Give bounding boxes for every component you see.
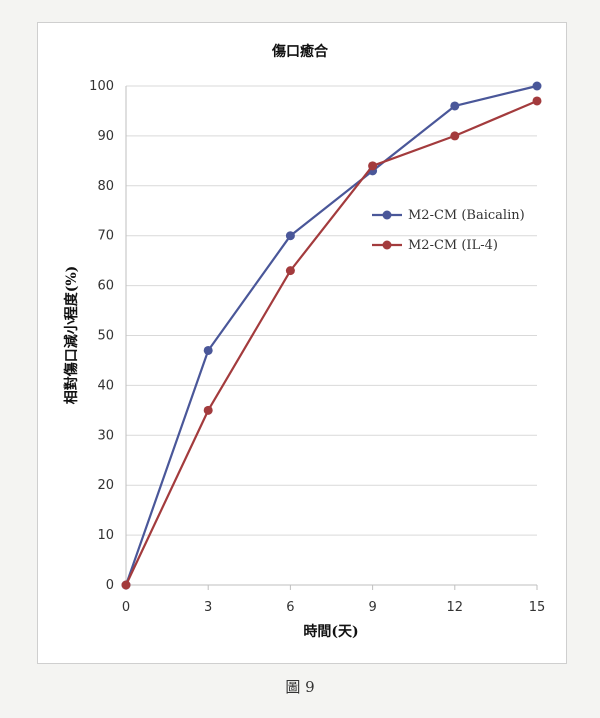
x-tick-labels: 0 3 6 9 12 15 — [122, 600, 545, 615]
y-tick-label: 40 — [97, 378, 114, 393]
chart-frame — [37, 22, 567, 664]
y-tick-label: 0 — [106, 578, 114, 593]
y-tick-label: 60 — [97, 279, 114, 294]
y-tick-label: 20 — [97, 478, 114, 493]
legend-swatch-marker — [382, 240, 392, 250]
figure-caption: 圖 9 — [285, 678, 315, 696]
x-tick-label: 6 — [286, 600, 294, 615]
data-point — [450, 131, 460, 141]
axes — [125, 86, 538, 590]
x-tick-label: 0 — [122, 600, 130, 615]
data-point — [450, 101, 460, 111]
legend-label: M2-CM (Baicalin) — [408, 208, 525, 223]
data-point — [532, 81, 542, 91]
y-tick-labels: 0 10 20 30 40 50 60 70 80 90 100 — [89, 79, 114, 593]
x-tick-label: 3 — [204, 600, 212, 615]
data-point — [532, 96, 542, 106]
y-tick-label: 30 — [97, 428, 114, 443]
y-axis-title: 相對傷口減小程度(%) — [63, 266, 80, 405]
legend-label: M2-CM (IL-4) — [408, 238, 498, 253]
y-tick-label: 50 — [97, 329, 114, 344]
grid-lines — [126, 85, 537, 536]
data-point — [121, 580, 131, 590]
data-point — [368, 161, 378, 171]
y-tick-label: 10 — [97, 528, 114, 543]
legend: M2-CM (Baicalin) M2-CM (IL-4) — [372, 208, 525, 253]
data-point — [285, 266, 295, 276]
y-tick-label: 100 — [89, 79, 114, 94]
series-line — [125, 99, 538, 586]
x-tick-label: 15 — [529, 600, 546, 615]
y-tick-label: 80 — [97, 179, 114, 194]
data-point — [203, 405, 213, 415]
legend-swatch-marker — [382, 210, 392, 220]
data-point — [285, 231, 295, 241]
series-line — [124, 84, 538, 586]
y-tick-label: 90 — [97, 129, 114, 144]
x-axis-title: 時間(天) — [303, 623, 358, 640]
chart-title: 傷口癒合 — [271, 43, 329, 60]
series-group — [121, 81, 542, 590]
x-tick-label: 12 — [447, 600, 464, 615]
data-point — [203, 345, 213, 355]
y-tick-label: 70 — [97, 229, 114, 244]
x-tick-label: 9 — [368, 600, 376, 615]
